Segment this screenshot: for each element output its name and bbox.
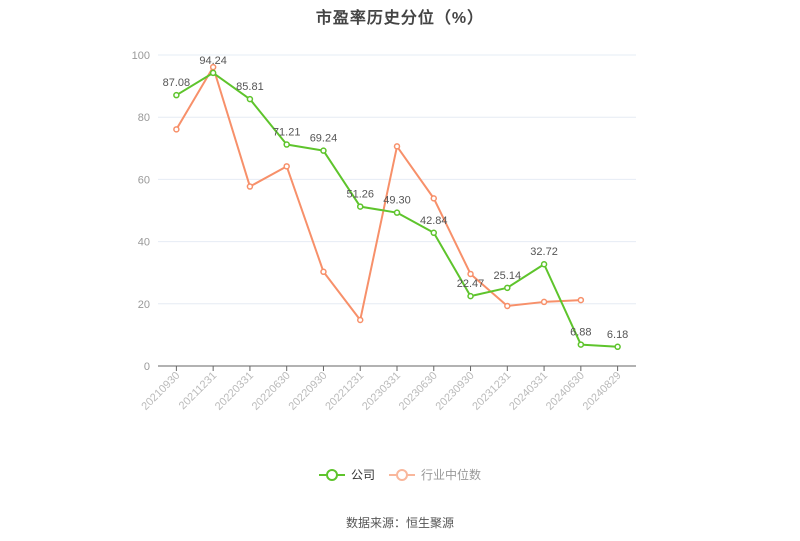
- legend: 公司 行业中位数: [0, 466, 800, 483]
- industry-point[interactable]: [393, 143, 401, 150]
- x-tick-label: 20220930: [286, 370, 329, 413]
- x-tick-label: 20220630: [250, 370, 293, 413]
- gridlines: [158, 54, 636, 305]
- chart-title: 市盈率历史分位（%）: [315, 10, 485, 27]
- data-label: 6.18: [607, 329, 628, 341]
- y-tick-label: 0: [144, 361, 150, 373]
- company-point[interactable]: [209, 69, 217, 77]
- company-point[interactable]: [614, 343, 621, 351]
- x-tick-label: 20220331: [213, 370, 256, 413]
- company-point[interactable]: [393, 209, 401, 216]
- y-tick-label: 60: [138, 174, 150, 186]
- data-label: 69.24: [310, 133, 338, 145]
- industry-point[interactable]: [246, 183, 254, 190]
- industry-point[interactable]: [540, 298, 548, 306]
- legend-company-line-icon: [318, 468, 345, 481]
- legend-company-label: 公司: [350, 468, 375, 482]
- data-labels: 87.08 94.24 85.81 71.21 69.24 51.26 49.30 42.84…: [163, 55, 629, 341]
- y-axis: 0 20 40 60 80 100: [132, 50, 150, 373]
- data-label: 49.30: [383, 195, 411, 207]
- data-label: 71.21: [273, 127, 301, 139]
- company-point[interactable]: [540, 260, 548, 268]
- legend-industry-label: 行业中位数: [421, 468, 482, 482]
- x-tick-label: 20240630: [544, 370, 587, 413]
- legend-item-industry[interactable]: 行业中位数: [389, 466, 481, 483]
- x-tick-label: 20230630: [397, 370, 440, 413]
- x-tick-label: 20230331: [360, 370, 403, 413]
- company-point[interactable]: [320, 147, 327, 154]
- company-point[interactable]: [283, 141, 290, 148]
- legend-item-company[interactable]: 公司: [318, 466, 375, 483]
- x-tick-label: 20221231: [323, 370, 366, 413]
- industry-line: [175, 66, 581, 321]
- data-label: 87.08: [163, 77, 191, 89]
- data-source: 数据来源：恒生聚源: [345, 516, 454, 530]
- industry-point[interactable]: [173, 126, 180, 133]
- company-point[interactable]: [356, 203, 364, 210]
- industry-point[interactable]: [320, 268, 327, 276]
- industry-point[interactable]: [430, 195, 438, 202]
- data-label: 32.72: [530, 246, 558, 258]
- y-tick-label: 40: [138, 237, 150, 249]
- x-tick-label: 20231231: [470, 370, 513, 413]
- data-label: 25.14: [494, 270, 522, 282]
- data-label: 42.84: [420, 215, 448, 227]
- company-point[interactable]: [467, 292, 474, 300]
- data-label: 85.81: [236, 81, 264, 93]
- industry-point[interactable]: [467, 270, 474, 278]
- x-axis: 2021093020211231202203312022063020220930…: [139, 365, 636, 413]
- y-tick-label: 20: [138, 299, 150, 311]
- data-label: 51.26: [346, 189, 374, 201]
- company-point[interactable]: [246, 95, 254, 103]
- y-tick-label: 80: [138, 112, 150, 124]
- data-label: 22.47: [457, 278, 485, 290]
- y-tick-label: 100: [132, 50, 150, 62]
- company-point[interactable]: [173, 91, 180, 99]
- legend-industry-line-icon: [389, 468, 415, 481]
- x-tick-label: 20230930: [434, 370, 477, 413]
- industry-point[interactable]: [209, 63, 217, 71]
- company-point[interactable]: [504, 284, 511, 292]
- company-point[interactable]: [577, 341, 585, 348]
- data-label: 6.88: [570, 327, 591, 339]
- x-tick-label: 20240829: [581, 370, 624, 413]
- x-tick-label: 20240331: [507, 370, 550, 413]
- industry-point[interactable]: [283, 163, 290, 170]
- data-label: 94.24: [199, 55, 227, 67]
- x-tick-label: 20210930: [139, 370, 182, 413]
- industry-point[interactable]: [577, 296, 585, 304]
- industry-point[interactable]: [504, 302, 511, 310]
- x-tick-label: 20211231: [177, 370, 220, 413]
- industry-point[interactable]: [356, 316, 364, 324]
- series-lines: [173, 63, 621, 351]
- company-point[interactable]: [430, 229, 438, 237]
